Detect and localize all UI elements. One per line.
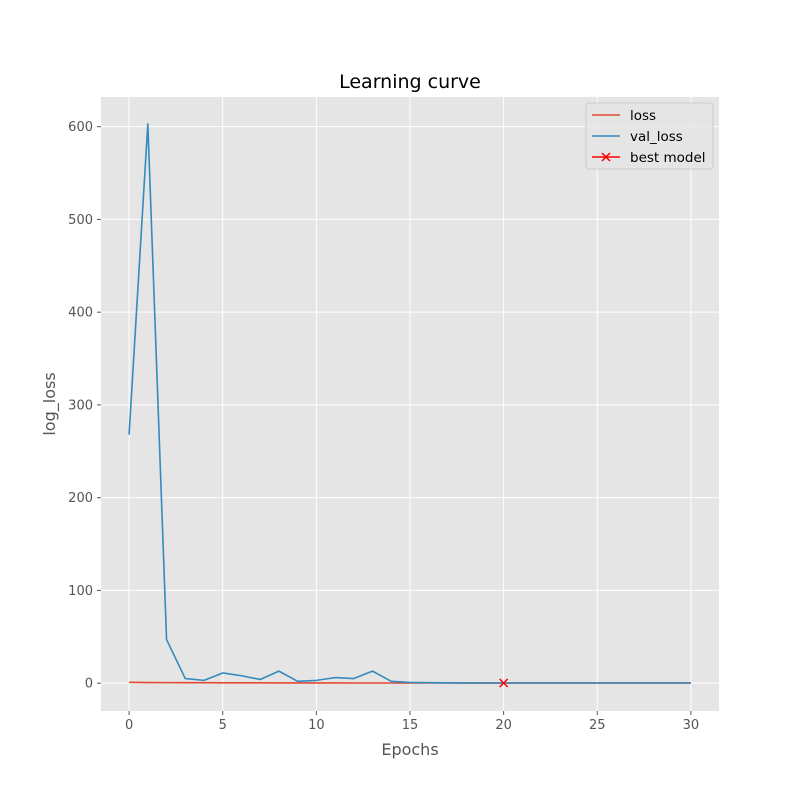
series-lines: [128, 123, 691, 688]
legend-item-val-loss: val_loss: [592, 129, 683, 145]
x-axis-label: Epochs: [381, 740, 438, 759]
y-tick-label: 0: [85, 677, 93, 692]
x-tick-label: 5: [219, 718, 227, 733]
x-axis-ticks: 0 5 10 15 20 25 30: [125, 711, 699, 733]
y-tick-label: 200: [68, 491, 93, 506]
x-tick-label: 25: [589, 718, 606, 733]
val-loss-line: [128, 123, 691, 684]
y-axis-label: log_loss: [40, 372, 60, 435]
y-tick-label: 400: [68, 306, 93, 321]
y-axis-ticks: 0 100 200 300 400 500 600: [68, 120, 101, 692]
y-tick-label: 600: [68, 120, 93, 135]
y-tick-label: 300: [68, 398, 93, 413]
x-tick-label: 0: [125, 718, 133, 733]
legend-item-best-model: best model: [592, 150, 706, 166]
legend-item-loss: loss: [592, 108, 656, 124]
legend-label: loss: [630, 108, 656, 124]
x-tick-label: 20: [495, 718, 512, 733]
chart-title: Learning curve: [339, 71, 481, 93]
x-tick-label: 30: [683, 718, 700, 733]
legend-label: val_loss: [630, 129, 683, 145]
best-model-marker: [499, 678, 509, 688]
x-tick-label: 10: [308, 718, 325, 733]
legend-label: best model: [630, 150, 706, 166]
y-tick-label: 500: [68, 213, 93, 228]
x-tick-label: 15: [402, 718, 419, 733]
y-tick-label: 100: [68, 584, 93, 599]
legend-box: [585, 102, 714, 170]
